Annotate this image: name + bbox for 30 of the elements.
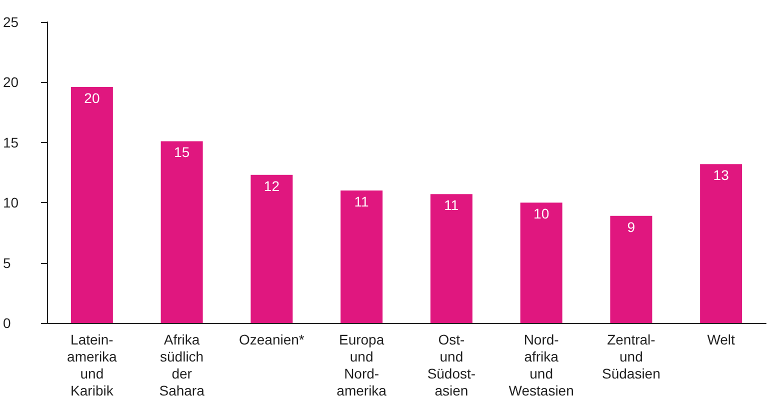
y-tick-label: 20 [3, 74, 19, 90]
x-tick-label: Ozeanien* [238, 332, 305, 348]
bar [520, 202, 562, 323]
data-label: 13 [713, 167, 730, 184]
bar [160, 141, 203, 323]
data-label: 11 [444, 197, 459, 214]
bar [700, 164, 742, 323]
bar [340, 190, 383, 323]
bar [430, 194, 472, 323]
x-tick-label: Zentral- und Südasien [602, 332, 660, 382]
y-tick-label: 25 [3, 14, 19, 30]
bar [250, 174, 293, 323]
x-tick-label: Afrika südlich der Sahara [159, 332, 205, 398]
data-label: 10 [534, 206, 550, 222]
data-label: 11 [354, 194, 370, 210]
bar [610, 216, 652, 323]
x-tick-label: Nord- afrika und Westasien [508, 332, 574, 398]
data-label: 15 [174, 144, 190, 160]
y-tick-label: 5 [3, 254, 11, 271]
x-tick-label: Ost- und Südost- asien [427, 332, 476, 398]
data-label: 9 [627, 218, 636, 235]
data-label: 20 [84, 90, 100, 106]
x-tick-label: Welt [707, 332, 736, 348]
y-tick-label: 0 [3, 315, 11, 331]
x-tick-label: Latein- amerika und Karibik [67, 332, 118, 398]
y-tick-label: 10 [3, 194, 19, 211]
data-label: 12 [264, 178, 280, 194]
bar [70, 87, 113, 323]
y-tick-label: 15 [3, 134, 19, 150]
x-tick-label: Europa und Nord- amerika [336, 332, 387, 398]
